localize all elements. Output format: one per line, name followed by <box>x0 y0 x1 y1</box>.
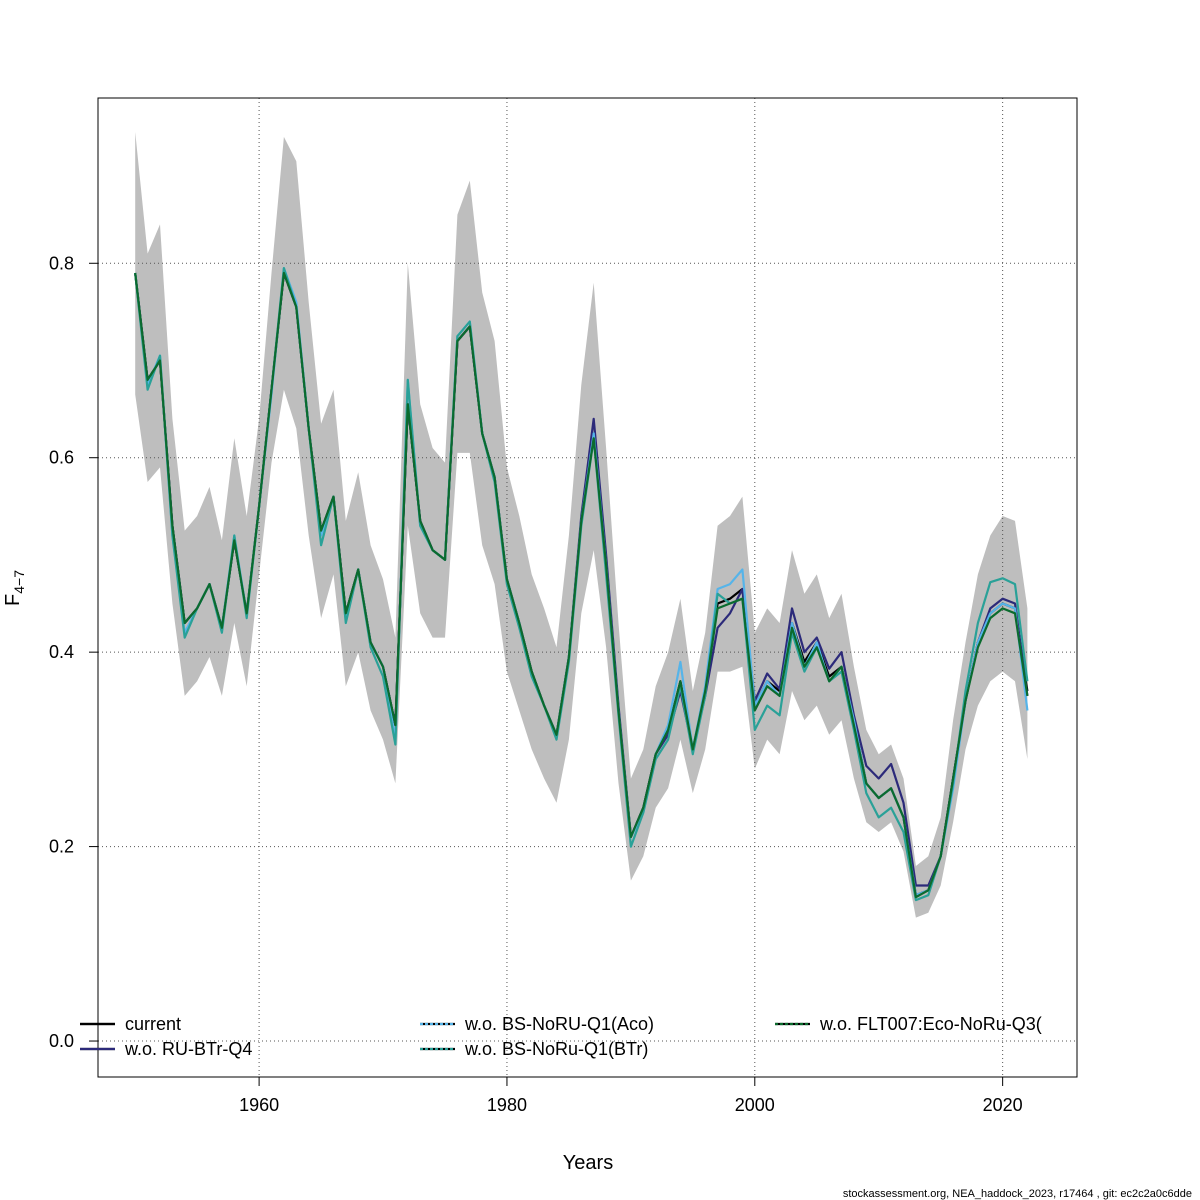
x-tick-label: 1960 <box>239 1095 279 1115</box>
legend-item: w.o. BS-NoRU-Q1(Aco) <box>420 1014 654 1034</box>
legend-label: current <box>125 1014 181 1034</box>
x-tick-label: 2020 <box>983 1095 1023 1115</box>
source-caption: stockassessment.org, NEA_haddock_2023, r… <box>843 1188 1192 1200</box>
y-tick-label: 0.2 <box>49 837 74 857</box>
y-tick-label: 0.0 <box>49 1031 74 1051</box>
legend: current w.o. RU-BTr-Q4 w.o. BS-NoRU-Q1(Aco… <box>80 1014 1042 1059</box>
legend-item: w.o. FLT007:Eco-NoRu-Q3( <box>775 1014 1042 1034</box>
y-tick-label: 0.4 <box>49 642 74 662</box>
legend-item: w.o. RU-BTr-Q4 <box>80 1039 252 1059</box>
series-line-w-o-flt007-eco-noru-q3 <box>134 271 1029 899</box>
x-tick-label: 2000 <box>735 1095 775 1115</box>
y-axis: 0.0 0.2 0.4 0.6 0.8 <box>49 253 98 1051</box>
y-axis-title-subscript: 4−7 <box>11 570 27 594</box>
y-tick-label: 0.8 <box>49 253 74 273</box>
legend-item: w.o. BS-NoRu-Q1(BTr) <box>420 1039 648 1059</box>
series-layer <box>134 267 1029 902</box>
plot-frame <box>97 97 1078 1078</box>
x-tick-label: 1980 <box>487 1095 527 1115</box>
y-tick-label: 0.6 <box>49 448 74 468</box>
legend-label: w.o. FLT007:Eco-NoRu-Q3( <box>819 1014 1042 1034</box>
x-axis: 1960 1980 2000 2020 <box>239 1077 1023 1115</box>
x-axis-title: Years <box>563 1152 613 1174</box>
svg-text:F4−7: F4−7 <box>2 570 27 606</box>
legend-label: w.o. BS-NoRu-Q1(BTr) <box>464 1039 648 1059</box>
y-axis-title: F4−7 <box>2 570 27 606</box>
y-axis-title-main: F <box>2 594 24 606</box>
legend-label: w.o. BS-NoRU-Q1(Aco) <box>464 1014 654 1034</box>
legend-items: current w.o. RU-BTr-Q4 w.o. BS-NoRU-Q1(Aco… <box>80 1014 1042 1059</box>
legend-item: current <box>80 1014 181 1034</box>
legend-label: w.o. RU-BTr-Q4 <box>124 1039 252 1059</box>
